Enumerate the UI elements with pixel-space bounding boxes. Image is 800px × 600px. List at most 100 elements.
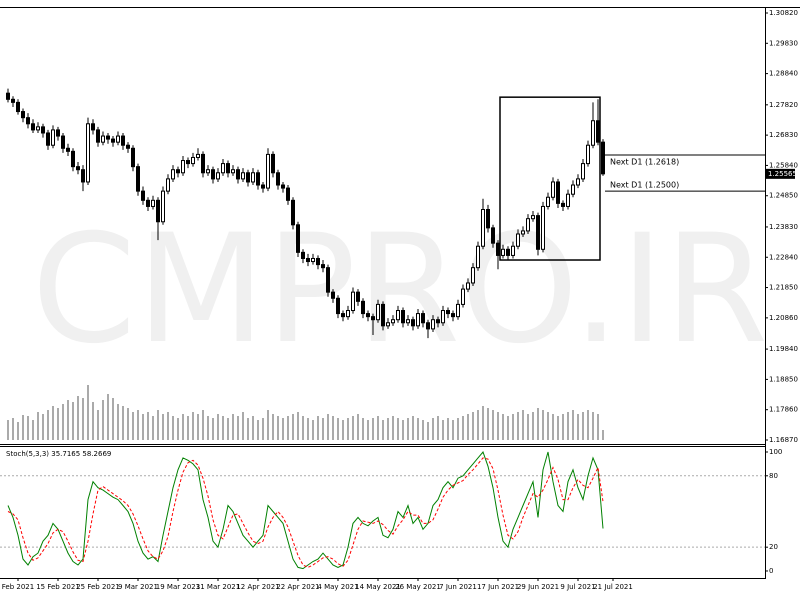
candle-body — [586, 144, 590, 165]
candle-body — [206, 169, 210, 174]
candle-body — [566, 193, 570, 207]
x-tick-label: Feb 2021 — [2, 583, 34, 591]
candle-body — [106, 135, 110, 140]
candle-body — [336, 297, 340, 315]
indicator-title: Stoch(5,3,3) 35.7165 58.2669 — [6, 450, 111, 458]
candle-body — [351, 291, 355, 312]
candle-body — [406, 319, 410, 324]
y-tick-label: 1.21850 — [769, 284, 798, 292]
candle-body — [171, 169, 175, 180]
candle-body — [246, 172, 250, 183]
candle-body — [421, 313, 425, 324]
candle-body — [161, 190, 165, 223]
candle-body — [126, 144, 130, 149]
candle-body — [581, 163, 585, 180]
candle-body — [266, 153, 270, 189]
y-tick-label: 1.26830 — [769, 131, 798, 139]
candle-body — [556, 181, 560, 204]
x-tick-label: 25 Feb 2021 — [76, 583, 120, 591]
candle-body — [296, 224, 300, 253]
candle-body — [356, 291, 360, 302]
candle-body — [451, 313, 455, 318]
candle-body — [151, 199, 155, 207]
candle-body — [321, 264, 325, 269]
candle-body — [536, 215, 540, 250]
candle-body — [601, 141, 605, 175]
candle-body — [596, 120, 600, 143]
candle-body — [341, 313, 345, 318]
candle-body — [21, 111, 25, 119]
candle-body — [441, 310, 445, 324]
x-tick-label: 17 Jun 2021 — [477, 583, 519, 591]
candle-body — [571, 184, 575, 195]
candle-body — [66, 147, 70, 152]
candle-body — [431, 319, 435, 330]
candle-body — [331, 291, 335, 299]
candle-body — [91, 123, 95, 131]
candle-body — [11, 98, 15, 103]
y-tick-label: 1.29830 — [769, 39, 798, 47]
x-tick-label: 22 Apr 2021 — [276, 583, 319, 591]
y-tick-label: 1.19840 — [769, 345, 798, 353]
candle-body — [31, 123, 35, 131]
candle-body — [511, 245, 515, 256]
watermark: CMPRO.IR — [32, 203, 769, 377]
candle-body — [176, 169, 180, 174]
x-tick-label: 7 Jun 2021 — [439, 583, 477, 591]
stoch-y-tick-label: 100 — [769, 448, 782, 456]
y-tick-label: 1.25840 — [769, 161, 798, 169]
stoch-line — [7, 451, 604, 570]
stoch-y-tick-label: 20 — [769, 543, 778, 551]
candle-body — [201, 153, 205, 174]
candle-body — [526, 218, 530, 232]
y-tick-label: 1.22840 — [769, 253, 798, 261]
y-tick-label: 1.16870 — [769, 436, 798, 444]
x-tick-label: 26 May 2021 — [395, 583, 441, 591]
candle-body — [306, 257, 310, 263]
candle-body — [86, 123, 90, 183]
x-tick-label: 15 Feb 2021 — [36, 583, 80, 591]
y-tick-label: 1.23830 — [769, 223, 798, 231]
candle-body — [181, 160, 185, 174]
x-tick-label: 19 Mar 2021 — [156, 583, 200, 591]
candle-body — [26, 117, 30, 125]
candle-body — [156, 199, 160, 223]
candle-body — [381, 303, 385, 327]
candle-body — [521, 230, 525, 235]
box-object — [499, 96, 601, 261]
candle-body — [211, 169, 215, 180]
candle-body — [326, 267, 330, 293]
candle-body — [261, 184, 265, 189]
x-tick-label: 29 Jun 2021 — [517, 583, 559, 591]
candle-body — [56, 129, 60, 137]
candle-body — [366, 313, 370, 318]
price-tag-label: 1.25565 — [768, 170, 797, 178]
candle-body — [61, 135, 65, 149]
candle-body — [371, 316, 375, 321]
y-tick-label: 1.24850 — [769, 192, 798, 200]
candle-body — [391, 319, 395, 324]
candle-body — [196, 153, 200, 158]
candle-body — [41, 126, 45, 134]
y-tick-label: 1.30820 — [769, 9, 798, 17]
candle-body — [386, 322, 390, 327]
candle-body — [411, 319, 415, 327]
candle-body — [436, 319, 440, 324]
stoch-line — [7, 457, 604, 568]
candle-body — [226, 163, 230, 174]
candle-body — [551, 181, 555, 198]
candle-body — [111, 138, 115, 143]
candle-body — [311, 257, 315, 263]
y-tick-label: 1.28840 — [769, 70, 798, 78]
y-tick-label: 1.20860 — [769, 314, 798, 322]
candle-body — [476, 245, 480, 269]
stoch-y-tick-label: 0 — [769, 567, 773, 575]
candle-body — [166, 178, 170, 192]
level-label: Next D1 (1.2618) — [610, 158, 679, 167]
candle-body — [281, 184, 285, 189]
candle-body — [546, 196, 550, 207]
y-tick-label: 1.18850 — [769, 375, 798, 383]
candle-body — [46, 132, 50, 146]
x-tick-label: 21 Jul 2021 — [593, 583, 633, 591]
